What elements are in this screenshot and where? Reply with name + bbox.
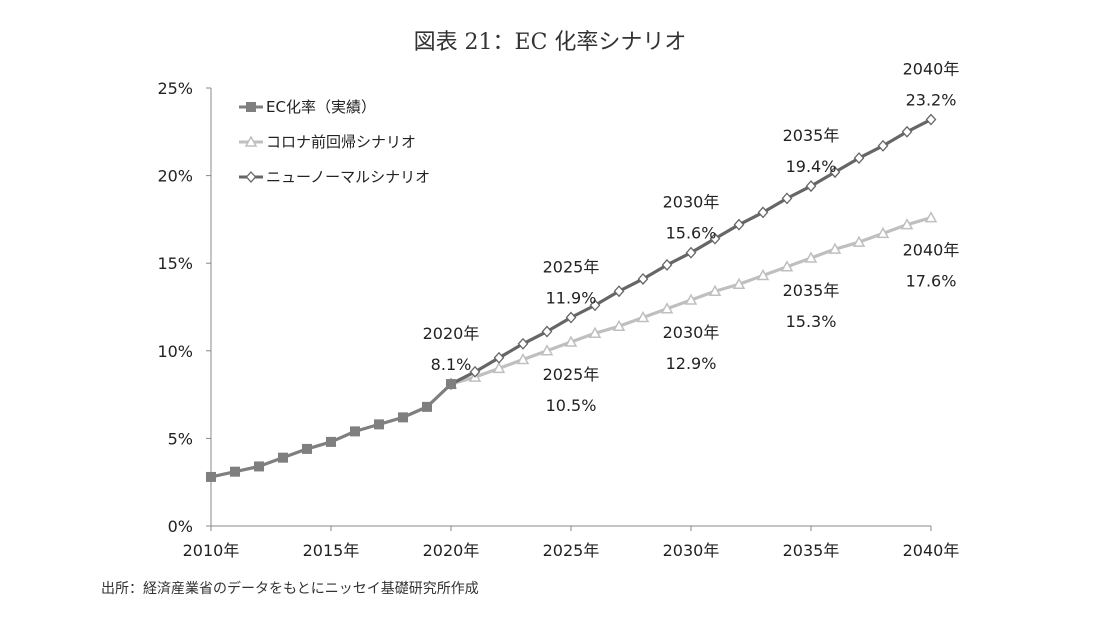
legend-label: EC化率（実績）	[266, 98, 376, 116]
data-point	[469, 365, 481, 378]
data-point	[230, 466, 240, 477]
annotation-value: 15.3%	[786, 312, 837, 331]
data-point	[780, 260, 794, 272]
annotation-value: 12.9%	[666, 354, 717, 373]
data-point	[493, 351, 505, 364]
chart-title: 図表 21：EC 化率シナリオ	[414, 30, 687, 55]
annotations: 2020年 8.1% 2025年 11.9% 2030年 15.6% 2035年 19.4% 2…	[423, 60, 960, 416]
x-tick-label: 2040年	[903, 541, 960, 560]
source-note: 出所：経済産業省のデータをもとにニッセイ基礎研究所作成	[101, 580, 479, 597]
annotation-year: 2030年	[663, 193, 720, 212]
data-point	[660, 302, 674, 314]
data-point	[804, 251, 818, 263]
x-tick-label: 2015年	[303, 541, 360, 560]
data-point	[612, 319, 626, 332]
data-point	[254, 461, 264, 472]
data-point	[756, 268, 770, 281]
y-tick-label: 5%	[168, 429, 193, 448]
data-point	[709, 232, 721, 245]
annotation-value: 11.9%	[546, 289, 597, 308]
data-point	[302, 443, 312, 454]
data-point	[206, 471, 216, 482]
annotation-year: 2035年	[783, 281, 840, 300]
legend-swatch-marker	[246, 102, 256, 112]
data-point	[733, 218, 745, 231]
data-point	[900, 218, 914, 230]
y-tick-label: 10%	[157, 342, 193, 361]
legend-swatch-marker	[244, 135, 258, 147]
annotation-year: 2020年	[423, 324, 480, 343]
data-point	[540, 344, 554, 356]
data-point	[492, 361, 506, 374]
annotation-year: 2035年	[783, 126, 840, 145]
y-tick-label: 15%	[157, 254, 193, 273]
data-point	[924, 211, 938, 223]
x-tick-label: 2030年	[663, 541, 720, 560]
annotation-year: 2040年	[903, 241, 960, 260]
data-point	[877, 139, 889, 152]
annotation-value: 19.4%	[786, 157, 837, 176]
x-tick-label: 2010年	[183, 541, 240, 560]
annotation-year: 2025年	[543, 258, 600, 277]
data-point	[516, 353, 530, 365]
data-point	[517, 337, 529, 350]
data-point	[901, 125, 913, 138]
series-line	[210, 382, 453, 479]
data-point	[781, 192, 793, 205]
data-point	[565, 311, 577, 324]
data-point	[588, 326, 602, 339]
data-point	[661, 258, 673, 271]
data-point	[398, 412, 408, 423]
x-tick-label: 2035年	[783, 541, 840, 560]
annotation-year: 2040年	[903, 60, 960, 79]
data-point	[350, 426, 360, 437]
series-layer	[206, 113, 938, 482]
y-tick-label: 25%	[157, 79, 193, 98]
data-point	[685, 246, 697, 259]
data-point	[278, 452, 288, 463]
data-point	[636, 310, 650, 323]
data-point	[829, 166, 841, 179]
data-point	[613, 285, 625, 298]
series-1	[444, 211, 938, 389]
data-point	[564, 335, 578, 347]
data-point	[805, 180, 817, 193]
data-point	[852, 235, 866, 247]
annotation-value: 8.1%	[431, 355, 472, 374]
data-point	[925, 113, 937, 126]
annotation-value: 15.6%	[666, 224, 717, 243]
annotation-value: 23.2%	[906, 91, 957, 110]
data-point	[732, 277, 746, 289]
series-0	[206, 379, 456, 482]
annotation-year: 2025年	[543, 365, 600, 384]
data-point	[876, 226, 890, 239]
data-point	[541, 325, 553, 338]
data-point	[853, 152, 865, 165]
annotation-value: 10.5%	[546, 396, 597, 415]
data-point	[589, 299, 601, 312]
x-tick-label: 2020年	[423, 541, 480, 560]
data-point	[757, 206, 769, 219]
y-tick-label: 0%	[168, 517, 193, 536]
data-point	[684, 293, 698, 305]
data-point	[637, 272, 649, 285]
data-point	[828, 242, 842, 254]
data-point	[446, 379, 456, 390]
legend-swatch-marker	[245, 171, 257, 183]
axes: 0% 5% 10% 15% 20% 25% 2010年 2015年 2020年 2025年 2030…	[157, 79, 959, 560]
data-point	[708, 284, 722, 296]
x-tick-label: 2025年	[543, 541, 600, 560]
y-tick-label: 20%	[157, 167, 193, 186]
data-point	[326, 436, 336, 447]
legend-label: コロナ前回帰シナリオ	[266, 133, 416, 151]
data-point	[374, 419, 384, 430]
series-2	[445, 113, 937, 391]
annotation-value: 17.6%	[906, 272, 957, 291]
legend-label: ニューノーマルシナリオ	[266, 168, 430, 186]
data-point	[422, 401, 432, 412]
annotation-year: 2030年	[663, 323, 720, 342]
